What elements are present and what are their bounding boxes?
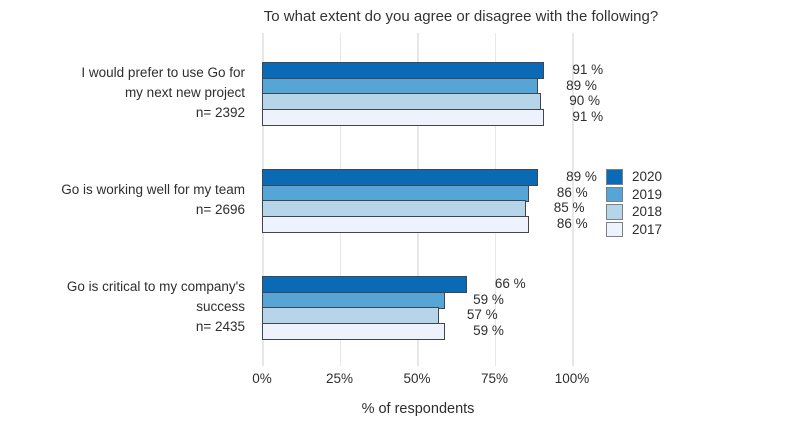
legend-swatch-2018 (606, 204, 623, 220)
bar-2019-group1 (262, 77, 538, 95)
bar-2019-group2 (262, 184, 529, 202)
gridline-100 (572, 33, 574, 366)
legend-item-2019: 2019 (606, 186, 663, 202)
x-tick-label-100: 100% (554, 371, 590, 386)
legend-label: 2020 (632, 169, 663, 185)
x-tick-label-75: 75% (480, 371, 509, 386)
x-tick-label-50: 50% (403, 371, 431, 386)
chart-title: To what extent do you agree or disagree … (263, 8, 659, 25)
value-label-2020-group1: 91 % (572, 62, 604, 77)
bar-group-1 (262, 62, 545, 126)
legend-swatch-2020 (606, 169, 623, 185)
category-label-group3: Go is critical to my company's success n= … (0, 276, 245, 338)
value-label-2018-group1: 90 % (569, 93, 600, 108)
bar-2020-group3 (262, 276, 467, 293)
value-label-2017-group1: 91 % (572, 108, 604, 124)
value-label-2018-group3: 57 % (466, 307, 498, 322)
bar-2020-group2 (262, 169, 538, 186)
value-label-2017-group2: 86 % (556, 215, 588, 231)
category-label-line: success (196, 299, 245, 314)
legend: 2020 2019 2018 2017 (606, 169, 662, 239)
legend-item-2017: 2017 (606, 221, 663, 237)
value-label-2019-group1: 89 % (566, 77, 597, 93)
x-axis-label: % of respondents (361, 401, 475, 417)
category-label-line: my next new project (124, 85, 245, 100)
category-label-line: Go is critical to my company's (66, 279, 245, 294)
bar-2018-group2 (262, 200, 526, 217)
category-label-line: n= 2696 (195, 202, 245, 217)
bar-2018-group1 (262, 93, 541, 110)
x-tick-label-0: 0% (252, 371, 272, 386)
legend-swatch-2017 (606, 221, 623, 237)
value-label-2019-group2: 86 % (556, 184, 588, 200)
legend-label: 2017 (632, 221, 663, 237)
value-label-2017-group3: 59 % (473, 322, 504, 338)
category-label-line: I would prefer to use Go for (81, 65, 245, 80)
bar-group-2 (262, 169, 538, 233)
bar-group-3 (262, 276, 467, 340)
legend-label: 2019 (632, 186, 663, 202)
category-label-line: n= 2392 (195, 105, 245, 120)
value-label-2019-group3: 59 % (473, 291, 504, 307)
value-label-2020-group2: 89 % (566, 169, 597, 184)
category-label-group1: I would prefer to use Go for my next new … (0, 62, 245, 124)
category-label-line: Go is working well for my team (61, 182, 245, 197)
bar-2020-group1 (262, 62, 545, 79)
category-label-line: n= 2435 (195, 319, 245, 334)
category-label-group2: Go is working well for my team n= 2696 (0, 169, 245, 231)
legend-label: 2018 (632, 204, 663, 220)
legend-item-2020: 2020 (606, 169, 662, 185)
legend-item-2018: 2018 (606, 204, 662, 220)
bar-2017-group3 (262, 322, 445, 340)
bar-2018-group3 (262, 307, 439, 324)
value-label-2020-group3: 66 % (494, 276, 526, 291)
x-tick-label-25: 25% (325, 371, 354, 386)
bar-2019-group3 (262, 291, 445, 309)
legend-swatch-2019 (606, 186, 623, 202)
bar-2017-group2 (262, 215, 529, 233)
value-label-2018-group2: 85 % (553, 200, 585, 215)
bar-2017-group1 (262, 108, 545, 126)
